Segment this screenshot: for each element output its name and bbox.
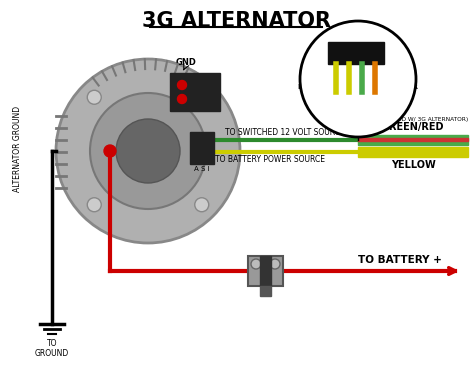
- Text: Yellow: Yellow: [337, 94, 342, 109]
- Text: 3G ALTERNATOR: 3G ALTERNATOR: [143, 11, 331, 31]
- Bar: [248, 256, 283, 286]
- Bar: [260, 286, 271, 296]
- Circle shape: [87, 198, 101, 212]
- Text: TO BATTERY POWER SOURCE: TO BATTERY POWER SOURCE: [215, 155, 325, 164]
- Text: (NOT USED W/ 3G ALTERNATOR): (NOT USED W/ 3G ALTERNATOR): [373, 117, 468, 122]
- Text: Orange: Orange: [376, 94, 381, 112]
- Text: REMOVE VOLTAGE REGULATOR
CONNECTOR FROM FACTORY
HARNESS: REMOVE VOLTAGE REGULATOR CONNECTOR FROM …: [298, 84, 418, 104]
- Circle shape: [300, 21, 416, 137]
- Bar: [260, 256, 271, 286]
- Circle shape: [90, 93, 206, 209]
- Text: Yellow: Yellow: [350, 94, 355, 109]
- FancyBboxPatch shape: [170, 73, 220, 111]
- Circle shape: [87, 90, 101, 104]
- Bar: [358, 147, 468, 157]
- Circle shape: [251, 259, 261, 269]
- FancyBboxPatch shape: [190, 132, 214, 164]
- Text: Green Rod: Green Rod: [363, 94, 368, 120]
- Circle shape: [270, 259, 280, 269]
- Text: GND: GND: [176, 58, 197, 67]
- Text: TO SWITCHED 12 VOLT SOURCE: TO SWITCHED 12 VOLT SOURCE: [225, 128, 345, 137]
- Circle shape: [116, 119, 180, 183]
- Circle shape: [56, 59, 240, 243]
- Circle shape: [104, 145, 116, 157]
- Text: GREEN/RED: GREEN/RED: [382, 122, 444, 132]
- Circle shape: [195, 90, 209, 104]
- Text: A S I: A S I: [194, 166, 210, 172]
- Bar: [358, 135, 468, 145]
- Text: TO
GROUND: TO GROUND: [35, 339, 69, 359]
- Text: TO BATTERY +: TO BATTERY +: [358, 255, 442, 265]
- FancyBboxPatch shape: [328, 42, 384, 64]
- Circle shape: [177, 94, 186, 103]
- Circle shape: [177, 80, 186, 89]
- Circle shape: [195, 198, 209, 212]
- Text: ALTERNATOR GROUND: ALTERNATOR GROUND: [13, 106, 22, 192]
- Bar: [358, 138, 468, 141]
- Text: YELLOW: YELLOW: [391, 160, 436, 170]
